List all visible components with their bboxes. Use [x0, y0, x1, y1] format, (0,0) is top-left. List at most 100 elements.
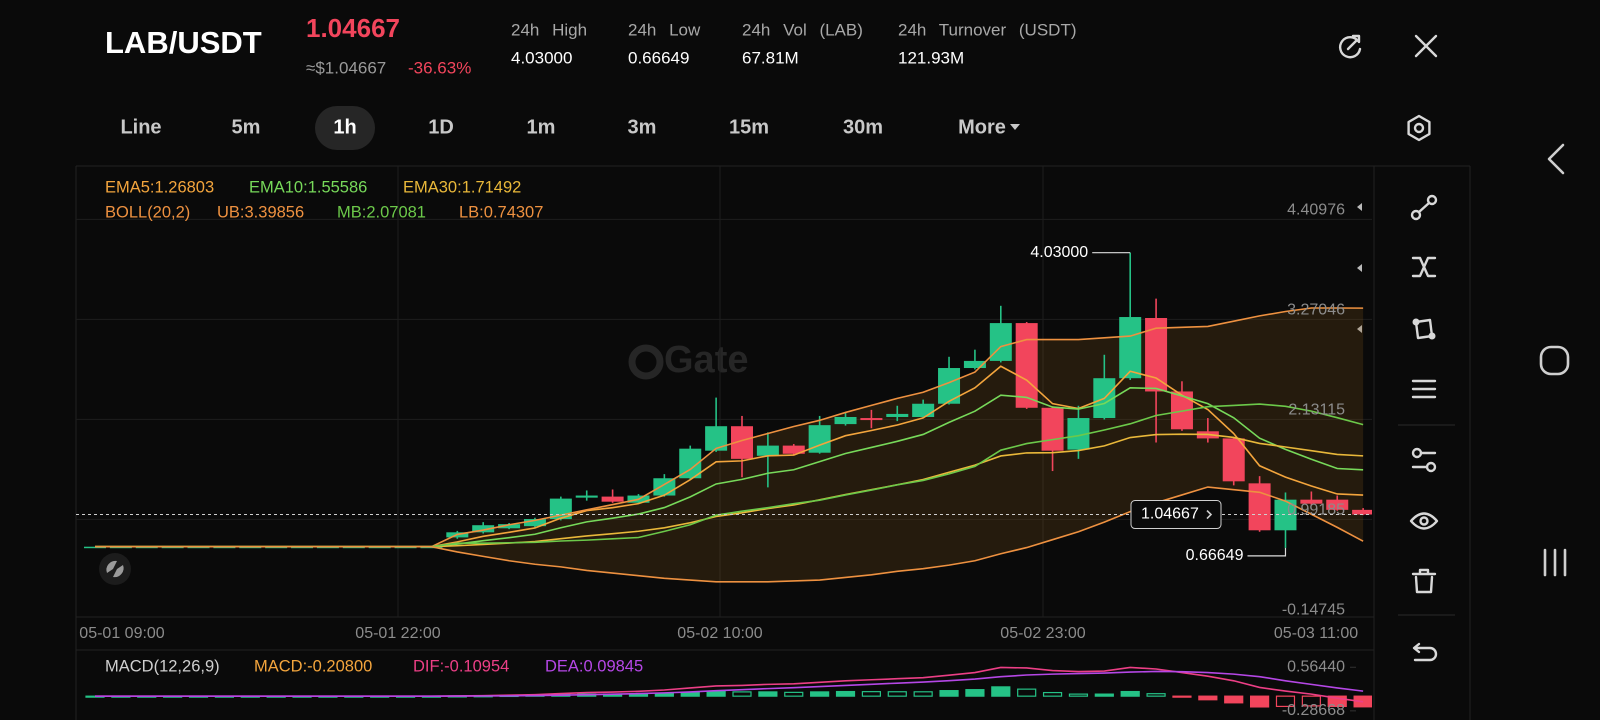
tab[interactable]: 15m: [729, 116, 769, 138]
macd-title: MACD(12,26,9): [105, 657, 220, 675]
link-tool[interactable]: [1411, 447, 1437, 473]
dropdown-caret: [1010, 124, 1020, 130]
x-tick-label: 05-02 23:00: [1000, 625, 1086, 642]
legend-entry: UB:3.39856: [217, 203, 304, 221]
candle-body: [1274, 499, 1297, 531]
x-tick-label: 05-03 11:00: [1274, 625, 1358, 642]
settings-button[interactable]: [1407, 114, 1431, 142]
tab[interactable]: 1D: [428, 116, 454, 138]
nav-home[interactable]: [1539, 345, 1570, 376]
macd-bar: [758, 691, 778, 697]
candle-body: [1300, 499, 1323, 504]
refresh-button[interactable]: [1339, 34, 1362, 59]
macd-bar: [1249, 695, 1270, 708]
tab[interactable]: 3m: [628, 116, 657, 138]
indicator-tool[interactable]: [1411, 379, 1437, 399]
candle-body: [886, 413, 909, 417]
legend-entry: EMA5:1.26803: [105, 178, 214, 196]
icon-part: [1419, 516, 1429, 526]
candle-body: [498, 524, 521, 529]
stat-value: 67.81M: [742, 48, 799, 67]
icon-part: [1409, 512, 1439, 530]
icon-part: [1411, 256, 1437, 278]
refresh-arrow: [1351, 34, 1361, 44]
tab[interactable]: 1m: [527, 116, 556, 138]
macd-bar: [1327, 695, 1347, 708]
icon-part: [1428, 332, 1436, 340]
y-tick-label: 2.13115: [1288, 402, 1345, 419]
line-tool[interactable]: [1410, 194, 1438, 221]
macd-bar: [732, 691, 752, 697]
macd-line: [95, 670, 1364, 697]
icon-part: [1417, 201, 1431, 214]
candle-body: [472, 525, 495, 533]
y-tick-label: 3.27046: [1287, 302, 1345, 319]
candle-body: [1119, 317, 1142, 379]
icon-part: [1426, 194, 1438, 206]
last-price-tag[interactable]: [1130, 500, 1222, 530]
macd-bar: [861, 691, 882, 697]
candle-body: [834, 416, 857, 425]
stat-value: 4.03000: [511, 48, 572, 67]
candle-body: [912, 403, 935, 417]
macd-bar: [1301, 695, 1321, 707]
tool-expand[interactable]: [1357, 325, 1362, 333]
pair-name: LAB/USDT: [105, 25, 262, 60]
chart-layer: Line 5m 1h 1D 1m 3m 15m 30m More Gate 05-01 09:00 0…: [76, 106, 1372, 719]
tab[interactable]: 1h: [333, 116, 356, 138]
macd-bar: [1146, 693, 1166, 697]
stat-label: 24h High: [511, 20, 587, 39]
visibility-tool[interactable]: [1409, 512, 1439, 530]
candle-body: [601, 496, 624, 502]
price-change: -36.63%: [408, 58, 471, 77]
icon-part: [1411, 568, 1437, 594]
delete-tool[interactable]: [1411, 568, 1437, 594]
nav-back[interactable]: [1547, 143, 1565, 175]
macd-bar: [939, 690, 959, 697]
cross-tool[interactable]: [1411, 256, 1437, 278]
candle-body: [1041, 407, 1064, 451]
macd-bar: [1017, 688, 1037, 697]
y-tick-label: -0.14745: [1282, 602, 1345, 619]
legend-entry: DIF:-0.10954: [413, 657, 509, 675]
candle-body: [705, 426, 728, 451]
low-pointer: [1247, 547, 1287, 557]
macd-tick-label: 0.56440: [1287, 658, 1345, 675]
macd-bar: [810, 691, 830, 697]
icon-part: [1410, 209, 1422, 221]
legend-entry: LB:0.74307: [459, 203, 543, 221]
macd-bar: [965, 689, 985, 697]
macd-bar: [1120, 690, 1140, 697]
candle-body: [731, 426, 753, 459]
undo-tool[interactable]: [1412, 642, 1438, 662]
candle-body: [1222, 438, 1245, 482]
macd-bar: [887, 691, 907, 697]
tool-expand[interactable]: [1357, 203, 1362, 211]
tab[interactable]: 5m: [232, 116, 261, 138]
close-button[interactable]: [1414, 34, 1438, 58]
tab[interactable]: 30m: [843, 116, 883, 138]
macd-bar: [1275, 695, 1296, 708]
nav-recents[interactable]: [1543, 548, 1567, 577]
watermark-logo: [628, 344, 664, 380]
macd-bar: [913, 691, 933, 697]
macd-bar: [1198, 695, 1218, 701]
tab[interactable]: Line: [120, 116, 161, 138]
tool-expand[interactable]: [1357, 264, 1362, 272]
macd-plot: [85, 666, 1372, 708]
chart-mode-button[interactable]: [99, 553, 131, 585]
close-icon: [1414, 34, 1438, 58]
x-tick-label: 05-02 10:00: [677, 625, 763, 642]
tab[interactable]: More: [958, 116, 1006, 138]
nav-icon: [1543, 548, 1567, 577]
icon-part: [106, 560, 124, 578]
candle-body: [679, 448, 702, 479]
icon-part: [1412, 318, 1420, 326]
candle-body: [523, 519, 546, 527]
tools: [1357, 194, 1439, 662]
usd-price: ≈$1.04667: [306, 58, 386, 77]
shape-tool[interactable]: [1412, 318, 1436, 340]
y-tick-label: 4.40976: [1287, 202, 1345, 219]
candle-body: [1248, 483, 1271, 531]
